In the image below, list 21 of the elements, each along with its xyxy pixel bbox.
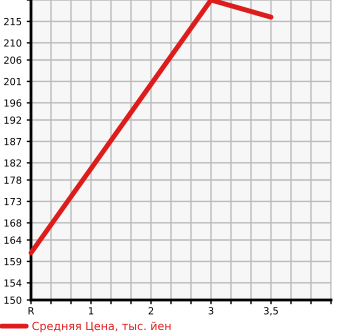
x-tick-label: 2 (148, 307, 154, 314)
y-tick-label: 168 (4, 219, 22, 227)
y-tick-label: 178 (4, 176, 22, 184)
y-tick-label: 150 (4, 296, 22, 304)
x-tick-label: 3,5 (264, 307, 278, 316)
y-tick-label: 215 (4, 18, 22, 26)
y-tick-label: 182 (4, 159, 21, 167)
x-tick-label: R (28, 307, 34, 314)
x-tick-label: 3 (208, 307, 214, 314)
y-tick-label: 164 (4, 236, 22, 244)
y-tick-label: 201 (4, 78, 22, 86)
y-tick-label: 187 (4, 138, 22, 146)
y-tick-label: 192 (4, 116, 21, 124)
y-tick-label: 154 (4, 279, 22, 287)
y-tick-label: 196 (4, 99, 22, 107)
y-tick-label: 159 (4, 258, 22, 266)
y-tick-label: 206 (4, 56, 22, 64)
y-tick-label: 210 (4, 39, 22, 47)
legend-label: Средняя Цена, тыс. йен (32, 322, 171, 332)
y-tick-label: 173 (4, 198, 22, 206)
x-tick-label: 1 (88, 307, 94, 314)
